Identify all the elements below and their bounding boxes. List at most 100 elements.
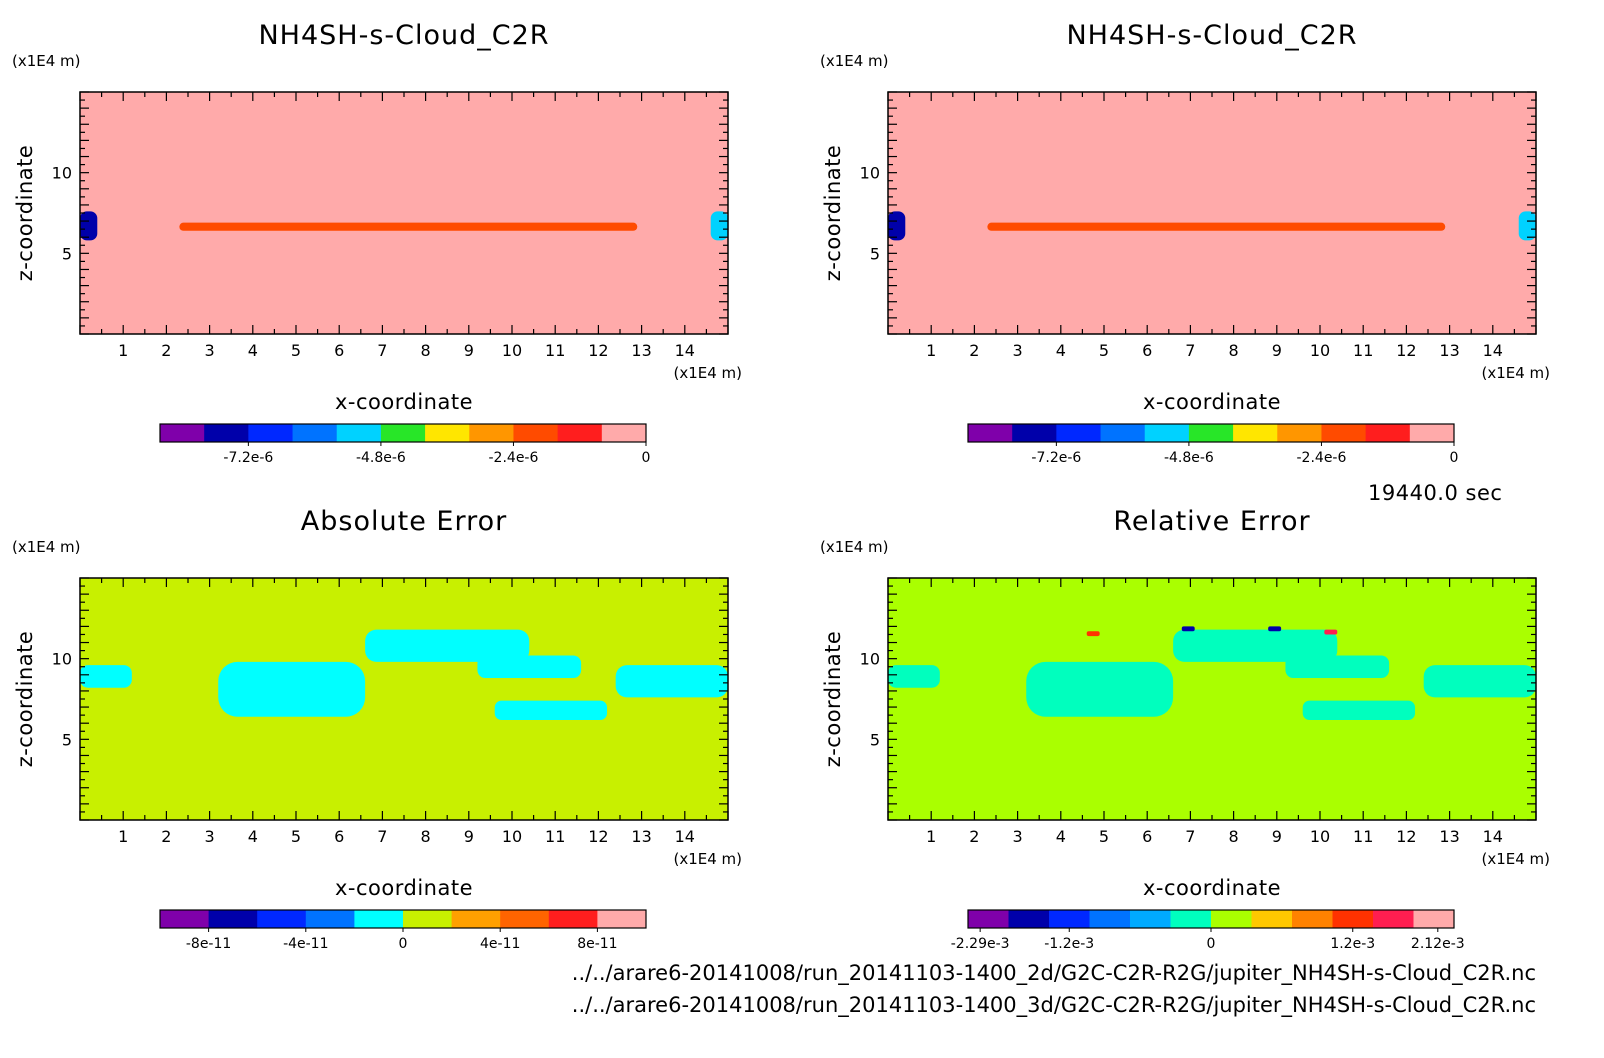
colorbar-swatch — [1321, 424, 1367, 442]
y-tick-label: 10 — [860, 650, 880, 669]
axis-ticks — [887, 91, 1537, 335]
x-tick-label: 12 — [588, 827, 608, 846]
colorbar-label: 2.12e-3 — [1411, 936, 1465, 952]
colorbar-label: 1.2e-3 — [1330, 936, 1375, 952]
feature-cell-8 — [1268, 626, 1282, 632]
x-tick-label: 5 — [1099, 827, 1109, 846]
colorbar-label: 0 — [642, 450, 651, 466]
colorbar-swatch — [160, 424, 205, 442]
feature-patch-6 — [1302, 700, 1416, 720]
x-unit-label: (x1E4 m) — [1481, 364, 1550, 382]
colorbar-swatch — [601, 424, 647, 442]
colorbar-swatch — [1365, 424, 1411, 442]
colorbar-label: -2.29e-3 — [951, 936, 1010, 952]
feature-patch-1 — [218, 661, 366, 717]
x-unit-label: (x1E4 m) — [1481, 850, 1550, 868]
feature-patch-4 — [888, 665, 940, 688]
colorbar-swatch — [1233, 424, 1278, 442]
colorbar-swatch — [403, 910, 453, 928]
colorbar-swatch — [425, 424, 470, 442]
x-tick-label: 12 — [1396, 827, 1416, 846]
colorbar-swatch — [1409, 424, 1455, 442]
plot-area — [888, 92, 1536, 334]
x-tick-label: 9 — [1272, 827, 1282, 846]
x-tick-label: 6 — [334, 827, 344, 846]
x-tick-label: 1 — [118, 827, 128, 846]
x-tick-label: 4 — [1056, 341, 1066, 360]
colorbar-swatch — [968, 910, 1009, 928]
colorbar-label: -7.2e-6 — [1031, 450, 1081, 466]
x-tick-label: 4 — [1056, 827, 1066, 846]
x-tick-label: 1 — [926, 341, 936, 360]
x-tick-label: 2 — [969, 341, 979, 360]
file-path-2: ../../arare6-20141008/run_20141103-1400_… — [571, 993, 1536, 1017]
x-tick-label: 14 — [675, 827, 695, 846]
x-tick-label: 12 — [1396, 341, 1416, 360]
colorbar-frame — [159, 423, 647, 443]
x-axis-label: x-coordinate — [335, 876, 473, 900]
plot-area — [80, 92, 728, 334]
x-tick-label: 9 — [464, 827, 474, 846]
colorbar-swatch — [354, 910, 404, 928]
field-features — [888, 211, 1536, 241]
x-tick-label: 4 — [248, 827, 258, 846]
x-tick-label: 7 — [1185, 341, 1195, 360]
y-unit-label: (x1E4 m) — [12, 538, 81, 556]
x-tick-label: 3 — [1013, 341, 1023, 360]
colorbar: -8e-11 -4e-11 0 4e-11 8e-11 — [159, 909, 647, 952]
x-unit-label: (x1E4 m) — [673, 850, 742, 868]
x-axis-label: x-coordinate — [1143, 390, 1281, 414]
feature-cell-10 — [1324, 629, 1338, 635]
x-tick-label: 6 — [334, 341, 344, 360]
y-tick-label: 5 — [62, 730, 72, 749]
panel-title: Relative Error — [1113, 506, 1310, 537]
colorbar-swatch — [500, 910, 550, 928]
x-axis-label: x-coordinate — [335, 390, 473, 414]
y-axis-label: z-coordinate — [821, 631, 845, 768]
axis-ticks — [79, 577, 729, 821]
colorbar-label: 0 — [399, 936, 408, 952]
colorbar-swatch — [1292, 910, 1333, 928]
colorbar-label: -7.2e-6 — [223, 450, 273, 466]
colorbar: -7.2e-6 -4.8e-6 -2.4e-6 0 — [159, 423, 651, 466]
colorbar-swatch — [336, 424, 382, 442]
colorbar-frame — [967, 423, 1455, 443]
x-tick-label: 9 — [464, 341, 474, 360]
colorbar-swatch — [1012, 424, 1057, 442]
colorbar-swatch — [1277, 424, 1322, 442]
y-tick-label: 5 — [62, 244, 72, 263]
colorbar-label: 4e-11 — [480, 936, 520, 952]
x-tick-label: 3 — [205, 827, 215, 846]
colorbar-swatch — [1332, 910, 1374, 928]
colorbar-swatch — [513, 424, 559, 442]
field-features — [888, 626, 1536, 720]
colorbar-swatch — [1049, 910, 1090, 928]
feature-patch-6 — [494, 700, 608, 720]
colorbar-swatch — [1251, 910, 1293, 928]
feature-cell-2 — [888, 211, 906, 241]
colorbar-label: 0 — [1450, 450, 1459, 466]
feature-patch-5 — [1173, 629, 1338, 662]
panel-title: NH4SH-s-Cloud_C2R — [258, 20, 549, 51]
colorbar-swatch — [548, 910, 598, 928]
x-tick-label: 8 — [1229, 341, 1239, 360]
x-tick-label: 11 — [545, 341, 565, 360]
colorbar-swatch — [204, 424, 249, 442]
x-tick-label: 14 — [1483, 827, 1503, 846]
x-tick-label: 9 — [1272, 341, 1282, 360]
x-axis-label: x-coordinate — [1143, 876, 1281, 900]
x-tick-label: 14 — [675, 341, 695, 360]
x-tick-label: 3 — [1013, 827, 1023, 846]
x-tick-label: 4 — [248, 341, 258, 360]
x-tick-label: 7 — [1185, 827, 1195, 846]
x-tick-label: 8 — [1229, 827, 1239, 846]
colorbar-swatch — [1144, 424, 1190, 442]
feature-patch-3 — [1423, 665, 1536, 698]
colorbar-label: -1.2e-3 — [1044, 936, 1094, 952]
y-tick-label: 10 — [52, 164, 72, 183]
feature-cell-7 — [1181, 626, 1195, 632]
feature-band-1 — [179, 222, 638, 231]
plot-area — [888, 578, 1536, 820]
